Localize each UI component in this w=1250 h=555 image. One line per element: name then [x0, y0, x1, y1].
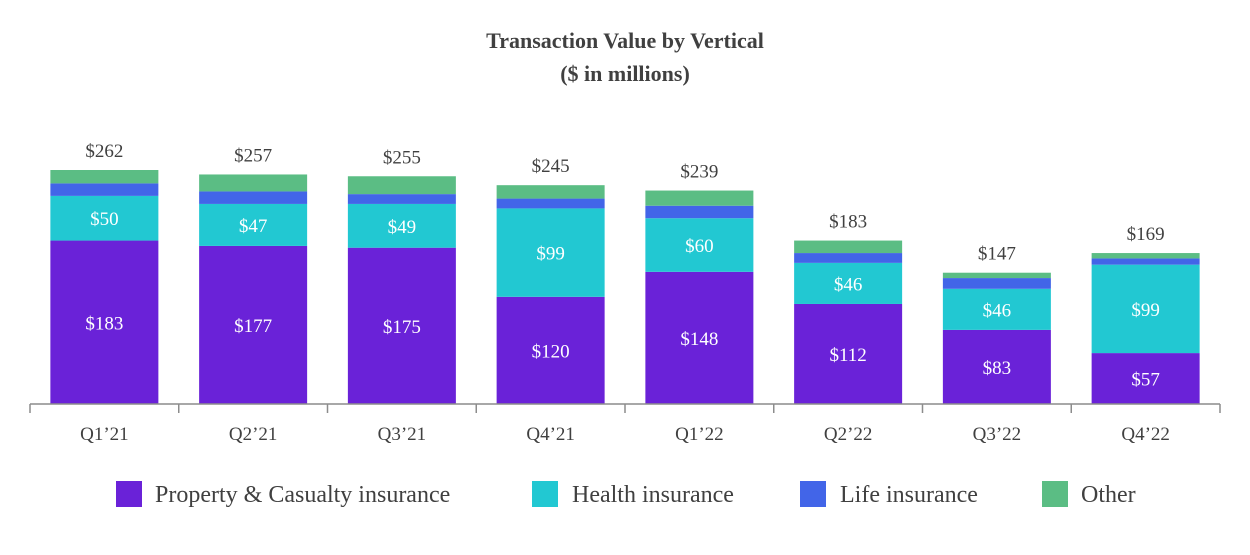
bar-segment-life-insurance [199, 191, 308, 204]
bar-stack: $175 $49 $255 [347, 147, 456, 404]
legend-item-other: Other [1042, 481, 1136, 508]
x-tick-label: Q2’22 [824, 424, 873, 445]
x-tick-label: Q1’22 [675, 424, 724, 445]
bar-segment-health-insurance [1091, 264, 1200, 354]
chart-title: Transaction Value by Vertical [486, 28, 764, 53]
bar-segment-health-insurance [50, 195, 159, 241]
segment-value-label: $177 [234, 316, 272, 337]
bar-segment-other [496, 185, 605, 199]
bar-total-label: $147 [978, 244, 1016, 265]
segment-value-label: $112 [829, 345, 866, 366]
bar-segment-property-casualty-insurance [645, 271, 754, 404]
segment-value-label: $120 [532, 341, 570, 362]
bar-segment-health-insurance [496, 208, 605, 297]
bar-stack: $183 $50 $262 [50, 141, 159, 404]
bar-segment-health-insurance [645, 218, 754, 272]
segment-value-label: $148 [680, 329, 718, 350]
bar-segment-property-casualty-insurance [347, 247, 456, 404]
bar-segment-other [1091, 253, 1200, 259]
x-tick-label: Q3’22 [973, 424, 1022, 445]
segment-value-label: $46 [834, 274, 863, 295]
bar-stack: $120 $99 $245 [496, 156, 605, 404]
legend-item-life-insurance: Life insurance [800, 481, 978, 508]
bar-segment-property-casualty-insurance [496, 296, 605, 404]
x-tick-label: Q4’22 [1121, 424, 1170, 445]
bar-segment-other [50, 170, 159, 184]
segment-value-label: $99 [1131, 300, 1160, 321]
x-tick-label: Q2’21 [229, 424, 278, 445]
legend-label: Health insurance [572, 482, 734, 508]
bar-segment-life-insurance [942, 278, 1051, 289]
bar-total-label: $262 [85, 141, 123, 162]
legend-label: Life insurance [840, 482, 978, 508]
legend-swatch [800, 481, 826, 507]
segment-value-label: $49 [388, 217, 417, 238]
bar-stack: $83 $46 $147 [942, 244, 1051, 404]
bar-stack: $57 $99 $169 [1091, 224, 1200, 404]
segment-value-label: $47 [239, 216, 268, 237]
bar-segment-health-insurance [347, 203, 456, 248]
bar-segment-health-insurance [794, 262, 903, 304]
bar-segment-other [794, 240, 903, 254]
legend-item-property-casualty-insurance: Property & Casualty insurance [116, 481, 450, 508]
legend-swatch [1042, 481, 1068, 507]
bar-total-label: $245 [532, 156, 570, 177]
bar-segment-life-insurance [496, 198, 605, 209]
bar-segment-health-insurance [199, 203, 308, 246]
bar-segment-life-insurance [645, 205, 754, 219]
x-axis: Q1’21 Q2’21 Q3’21 Q4’21 Q1’22 Q2’22 Q3’22 Q4’22 [29, 403, 1221, 445]
legend: Property & Casualty insurance Health insu… [116, 481, 1136, 508]
chart-subtitle: ($ in millions) [560, 61, 690, 86]
segment-value-label: $99 [536, 244, 565, 265]
legend-swatch [116, 481, 142, 507]
bar-total-label: $255 [383, 147, 421, 168]
bar-total-label: $239 [680, 162, 718, 183]
bar-segment-life-insurance [50, 183, 159, 196]
bar-segment-property-casualty-insurance [1091, 353, 1200, 404]
segment-value-label: $46 [983, 300, 1012, 321]
segment-value-label: $60 [685, 236, 714, 257]
bar-segment-property-casualty-insurance [50, 240, 159, 404]
bar-segment-other [347, 176, 456, 195]
bar-segment-life-insurance [347, 194, 456, 204]
segment-value-label: $175 [383, 317, 421, 338]
bar-total-label: $257 [234, 145, 272, 166]
bar-stack: $112 $46 $183 [794, 212, 903, 404]
legend-item-health-insurance: Health insurance [532, 481, 734, 508]
bars-layer: $183 $50 $262 $177 $47 $257 $175 $49 $255 $120 $99… [50, 141, 1200, 404]
segment-value-label: $50 [90, 209, 119, 230]
bar-segment-property-casualty-insurance [942, 329, 1051, 404]
bar-total-label: $183 [829, 212, 867, 233]
x-tick-label: Q4’21 [526, 424, 575, 445]
segment-value-label: $83 [983, 358, 1012, 379]
bar-segment-property-casualty-insurance [794, 303, 903, 404]
bar-stack: $177 $47 $257 [199, 145, 308, 404]
bar-segment-health-insurance [942, 288, 1051, 330]
segment-value-label: $183 [85, 313, 123, 334]
x-tick-label: Q3’21 [378, 424, 427, 445]
legend-label: Property & Casualty insurance [155, 482, 450, 508]
segment-value-label: $57 [1131, 370, 1160, 391]
bar-segment-other [645, 190, 754, 206]
bar-segment-life-insurance [794, 253, 903, 263]
bar-segment-property-casualty-insurance [199, 245, 308, 404]
bar-segment-life-insurance [1091, 258, 1200, 265]
x-tick-label: Q1’21 [80, 424, 129, 445]
bar-stack: $148 $60 $239 [645, 162, 754, 404]
bar-segment-other [199, 174, 308, 192]
legend-label: Other [1081, 482, 1136, 508]
bar-segment-other [942, 272, 1051, 279]
legend-swatch [532, 481, 558, 507]
bar-total-label: $169 [1127, 224, 1165, 245]
